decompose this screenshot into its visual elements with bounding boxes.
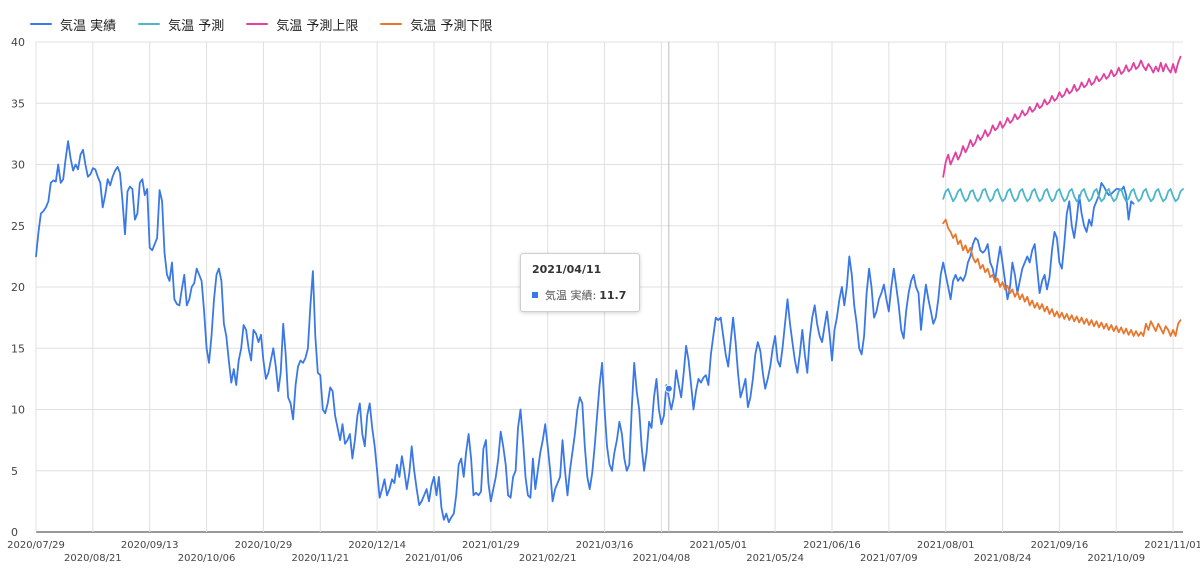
legend-item-upper[interactable]: 気温 予測上限 [246, 15, 358, 34]
x-tick-label: 2021/05/01 [689, 540, 747, 551]
x-tick-label: 2021/10/09 [1087, 553, 1145, 564]
legend-label-forecast: 気温 予測 [168, 18, 225, 34]
tooltip-value: 11.7 [599, 288, 627, 302]
series-line-1 [942, 188, 1184, 203]
legend-swatch-forecast [138, 23, 161, 25]
x-tick-label: 2020/09/13 [121, 540, 179, 551]
series-line-0 [35, 140, 1135, 524]
y-tick-label: 5 [11, 465, 18, 478]
x-tick-label: 2021/04/08 [633, 553, 691, 564]
x-tick-label: 2021/08/01 [917, 540, 975, 551]
x-tick-label: 2021/03/16 [576, 540, 634, 551]
legend-item-forecast[interactable]: 気温 予測 [138, 15, 224, 34]
x-tick-label: 2021/09/16 [1031, 540, 1089, 551]
x-tick-label: 2020/10/06 [178, 553, 236, 564]
tooltip-date: 2021/04/11 [532, 263, 602, 276]
legend-swatch-lower [380, 23, 403, 25]
legend-label-lower: 気温 予測下限 [410, 18, 493, 34]
legend-label-upper: 気温 予測上限 [276, 18, 359, 34]
legend-item-actual[interactable]: 気温 実績 [30, 15, 116, 34]
y-tick-label: 25 [11, 220, 25, 233]
x-tick-label: 2021/11/01 [1144, 540, 1200, 551]
hover-point [664, 384, 673, 393]
data-tooltip: 2021/04/11 気温 実績: 11.7 [520, 253, 640, 312]
x-tick-label: 2020/07/29 [7, 540, 65, 551]
y-tick-label: 30 [11, 159, 25, 172]
series-line-3 [942, 218, 1182, 337]
x-tick-label: 2021/01/06 [405, 553, 463, 564]
x-tick-label: 2020/08/21 [64, 553, 122, 564]
x-tick-label: 2021/02/21 [519, 553, 577, 564]
legend-item-lower[interactable]: 気温 予測下限 [380, 15, 493, 34]
y-tick-label: 0 [11, 526, 18, 539]
x-tick-label: 2020/10/29 [235, 540, 293, 551]
y-tick-label: 15 [11, 342, 25, 355]
tooltip-label: 気温 実績: [545, 289, 597, 302]
x-tick-label: 2021/06/16 [803, 540, 861, 551]
x-tick-label: 2021/05/24 [746, 553, 804, 564]
tooltip-swatch [532, 292, 538, 298]
legend-label-actual: 気温 実績 [60, 18, 117, 34]
chart-legend: 気温 実績 気温 予測 気温 予測上限 気温 予測下限 [30, 15, 515, 34]
legend-swatch-upper [246, 23, 269, 25]
x-tick-label: 2021/08/24 [974, 553, 1032, 564]
tooltip-row: 気温 実績: 11.7 [532, 287, 626, 303]
legend-swatch-actual [30, 23, 52, 25]
y-tick-label: 35 [11, 97, 25, 110]
y-tick-label: 10 [11, 404, 25, 417]
x-tick-label: 2021/07/09 [860, 553, 918, 564]
y-tick-label: 20 [11, 281, 25, 294]
y-tick-label: 40 [11, 36, 25, 49]
x-tick-label: 2020/12/14 [348, 540, 406, 551]
x-tick-label: 2020/11/21 [291, 553, 349, 564]
x-tick-label: 2021/01/29 [462, 540, 520, 551]
series-line-2 [942, 55, 1182, 178]
